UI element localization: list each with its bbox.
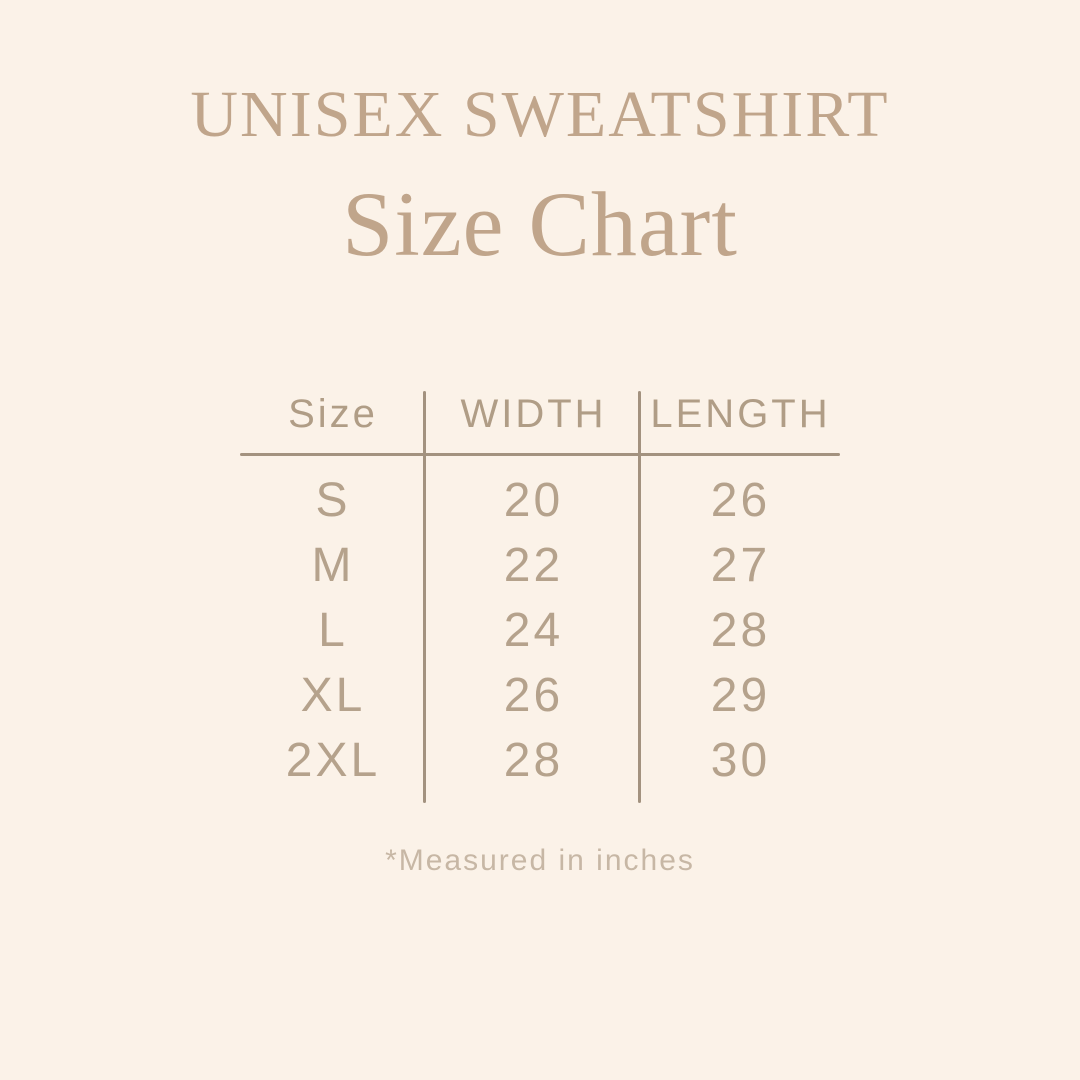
measurement-footnote: *Measured in inches (385, 844, 695, 877)
width-cell: 24 (503, 604, 564, 657)
table-vertical-divider-1 (423, 391, 426, 803)
column-header-size: Size (288, 392, 378, 436)
length-cell: 29 (710, 669, 771, 722)
table-row: M 22 27 (240, 533, 840, 598)
length-cell: 27 (710, 539, 771, 592)
size-cell: XL (300, 669, 366, 722)
column-header-length: LENGTH (650, 392, 831, 436)
size-cell: S (315, 474, 351, 527)
table-header-row: Size WIDTH LENGTH (240, 391, 840, 455)
size-table: Size WIDTH LENGTH S 20 26 M 22 27 L 24 2… (240, 391, 840, 803)
table-body: S 20 26 M 22 27 L 24 28 XL 26 29 2XL 28 (240, 455, 840, 793)
table-header-rule (240, 453, 840, 456)
table-row: 2XL 28 30 (240, 728, 840, 793)
product-title: UNISEX SWEATSHIRT (190, 78, 890, 151)
size-cell: 2XL (285, 734, 381, 787)
page-title: Size Chart (342, 173, 738, 275)
length-cell: 30 (710, 734, 771, 787)
width-cell: 22 (503, 539, 564, 592)
table-row: XL 26 29 (240, 663, 840, 728)
width-cell: 26 (503, 669, 564, 722)
size-cell: L (318, 604, 348, 657)
table-vertical-divider-2 (638, 391, 641, 803)
length-cell: 28 (710, 604, 771, 657)
width-cell: 20 (503, 474, 564, 527)
table-row: L 24 28 (240, 598, 840, 663)
width-cell: 28 (503, 734, 564, 787)
column-header-width: WIDTH (460, 392, 607, 436)
table-row: S 20 26 (240, 468, 840, 533)
size-cell: M (311, 539, 355, 592)
length-cell: 26 (710, 474, 771, 527)
